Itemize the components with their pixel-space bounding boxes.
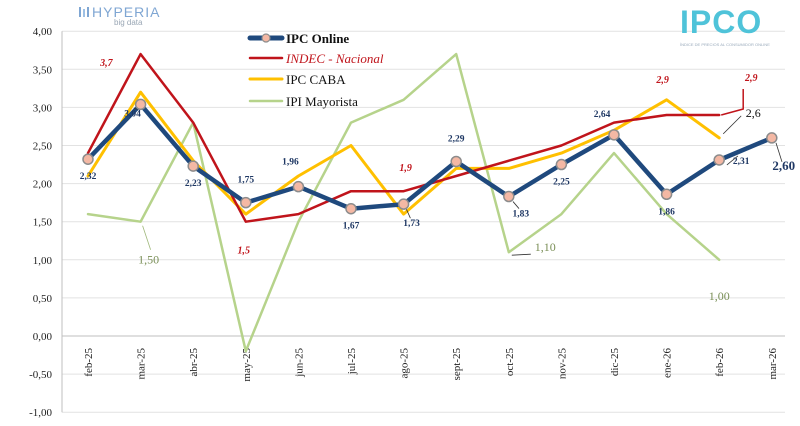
ipc-online-legend-marker bbox=[261, 33, 271, 43]
y-tick-label: 0,00 bbox=[33, 331, 53, 343]
ipc_online-legend-label: IPC Online bbox=[286, 31, 349, 46]
ipc-online-point bbox=[450, 155, 462, 168]
y-tick-label: 0,50 bbox=[33, 293, 53, 305]
leader-line bbox=[726, 155, 739, 166]
label-leader-lines bbox=[133, 89, 783, 256]
ipi-leader-line bbox=[142, 225, 151, 250]
ipc-online-point bbox=[82, 153, 94, 165]
ipc-online-value-label: 2,23 bbox=[185, 179, 202, 189]
ipc-online-point bbox=[766, 132, 778, 144]
indec-leader-line bbox=[721, 89, 744, 116]
y-tick-label: 4,00 bbox=[33, 26, 53, 38]
y-axis: 4,00 3,50 3,00 2,50 2,00 1,50 1,00 0,50 0,00 -0,5… bbox=[29, 26, 63, 419]
ipc-online-point bbox=[187, 160, 199, 172]
indec-value-label: 3,7 bbox=[99, 58, 114, 69]
leader-line bbox=[133, 107, 138, 110]
ipc-online-point bbox=[503, 190, 515, 203]
indec-value-label: 1,5 bbox=[238, 246, 251, 257]
ipc-online-value-label: 2,60 bbox=[772, 158, 795, 173]
x-tick-label: dic-25 bbox=[609, 348, 621, 377]
ipc-online-point bbox=[240, 196, 252, 209]
ipc-online-value-label: 3,04 bbox=[124, 109, 141, 119]
ipc-online-value-label: 1,96 bbox=[282, 158, 299, 168]
ipc-online-point bbox=[397, 198, 410, 210]
y-tick-label: -1,00 bbox=[29, 407, 52, 419]
ipi-leader-line bbox=[511, 253, 531, 256]
ipc-online-value-label: 2,25 bbox=[553, 178, 570, 188]
series-lines bbox=[85, 52, 775, 353]
ipc-online-point bbox=[608, 129, 620, 141]
ipc-online-value-label: 2,29 bbox=[448, 135, 465, 145]
hyperia-logo-name: HYPERIA bbox=[92, 4, 161, 20]
ipc-online-point bbox=[345, 202, 357, 215]
caba-leader-line bbox=[722, 115, 742, 135]
y-tick-label: 1,50 bbox=[33, 217, 53, 229]
x-tick-label: mar-26 bbox=[767, 348, 779, 380]
caba-legend-label: IPC CABA bbox=[286, 72, 346, 87]
ipc-online-point bbox=[555, 158, 568, 171]
x-tick-label: feb-26 bbox=[714, 348, 726, 377]
x-tick-label: feb-25 bbox=[83, 348, 95, 377]
ipc-online-value-label: 2,32 bbox=[80, 172, 97, 182]
ipc-online-value-label: 2,64 bbox=[594, 110, 611, 120]
ipc-online-value-label: 1,67 bbox=[343, 222, 360, 232]
ipi-legend-label: IPI Mayorista bbox=[286, 94, 358, 109]
x-tick-label: sept-25 bbox=[451, 348, 463, 381]
ipc-online-point bbox=[713, 154, 725, 166]
ipc-online-value-label: 1,75 bbox=[237, 176, 254, 186]
ipc-online-value-label: 1,73 bbox=[403, 219, 420, 229]
x-tick-label: jul-25 bbox=[346, 348, 358, 376]
ipco-logo-text: IPCO bbox=[680, 4, 763, 40]
x-tick-label: jun-25 bbox=[293, 348, 305, 378]
indec-value-label: 2,9 bbox=[655, 75, 669, 86]
x-axis: feb-25 mar-25 abr-25 may-25 jun-25 jul-25 ago-… bbox=[62, 335, 785, 382]
ipc-online-point bbox=[134, 98, 147, 111]
y-tick-label: 3,50 bbox=[33, 64, 53, 76]
y-tick-label: 2,00 bbox=[33, 179, 53, 191]
x-tick-label: may-25 bbox=[241, 348, 253, 382]
ipc_online-series-line bbox=[85, 102, 775, 211]
leader-line bbox=[406, 209, 411, 219]
indec-legend-label: INDEC - Nacional bbox=[285, 51, 384, 66]
x-tick-label: ago-25 bbox=[399, 348, 411, 379]
ipco-logo-sub: ÍNDICE DE PRECIOS AL CONSUMIDOR ONLINE bbox=[680, 42, 770, 47]
ipc-online-value-label: 2,31 bbox=[733, 157, 750, 167]
chart-legend: IPC Online INDEC - Nacional IPC CABA IPI Ma… bbox=[247, 31, 384, 109]
caba-value-label: 2,6 bbox=[746, 106, 761, 120]
x-tick-label: oct-25 bbox=[504, 348, 516, 377]
leader-line bbox=[775, 142, 783, 163]
x-tick-label: nov-25 bbox=[556, 348, 568, 380]
hyperia-logo-sub: big data bbox=[114, 18, 143, 27]
ipco-logo: IPCO ÍNDICE DE PRECIOS AL CONSUMIDOR ONL… bbox=[680, 4, 780, 48]
indec-value-label: 1,9 bbox=[399, 163, 412, 174]
x-tick-label: mar-25 bbox=[136, 348, 148, 380]
x-tick-label: ene-26 bbox=[662, 348, 674, 378]
ipi-value-label: 1,00 bbox=[709, 289, 730, 303]
y-tick-label: 2,50 bbox=[33, 141, 53, 153]
data-labels: 2,32 3,04 2,23 1,75 1,96 1,67 1,73 2,29 1,83 2,25… bbox=[80, 58, 795, 303]
ipc-online-value-label: 1,83 bbox=[512, 210, 529, 220]
indec-series-line bbox=[86, 52, 721, 223]
ipc-online-value-label: 1,86 bbox=[658, 207, 675, 217]
ipc-online-point bbox=[292, 180, 305, 193]
leader-line bbox=[512, 201, 520, 209]
indec-value-label: 2,9 bbox=[744, 73, 758, 84]
hyperia-logo: HYPERIA big data bbox=[78, 4, 168, 27]
ipi-value-label: 1,10 bbox=[535, 240, 556, 254]
y-tick-label: -0,50 bbox=[29, 369, 52, 381]
y-tick-label: 3,00 bbox=[33, 102, 53, 114]
ipc-online-markers bbox=[82, 98, 778, 215]
hyperia-mark-icon bbox=[79, 7, 89, 17]
y-tick-label: 1,00 bbox=[33, 255, 53, 267]
ipc-online-point bbox=[660, 188, 673, 201]
ipi-value-label: 1,50 bbox=[138, 253, 159, 267]
x-tick-label: abr-25 bbox=[188, 348, 200, 377]
